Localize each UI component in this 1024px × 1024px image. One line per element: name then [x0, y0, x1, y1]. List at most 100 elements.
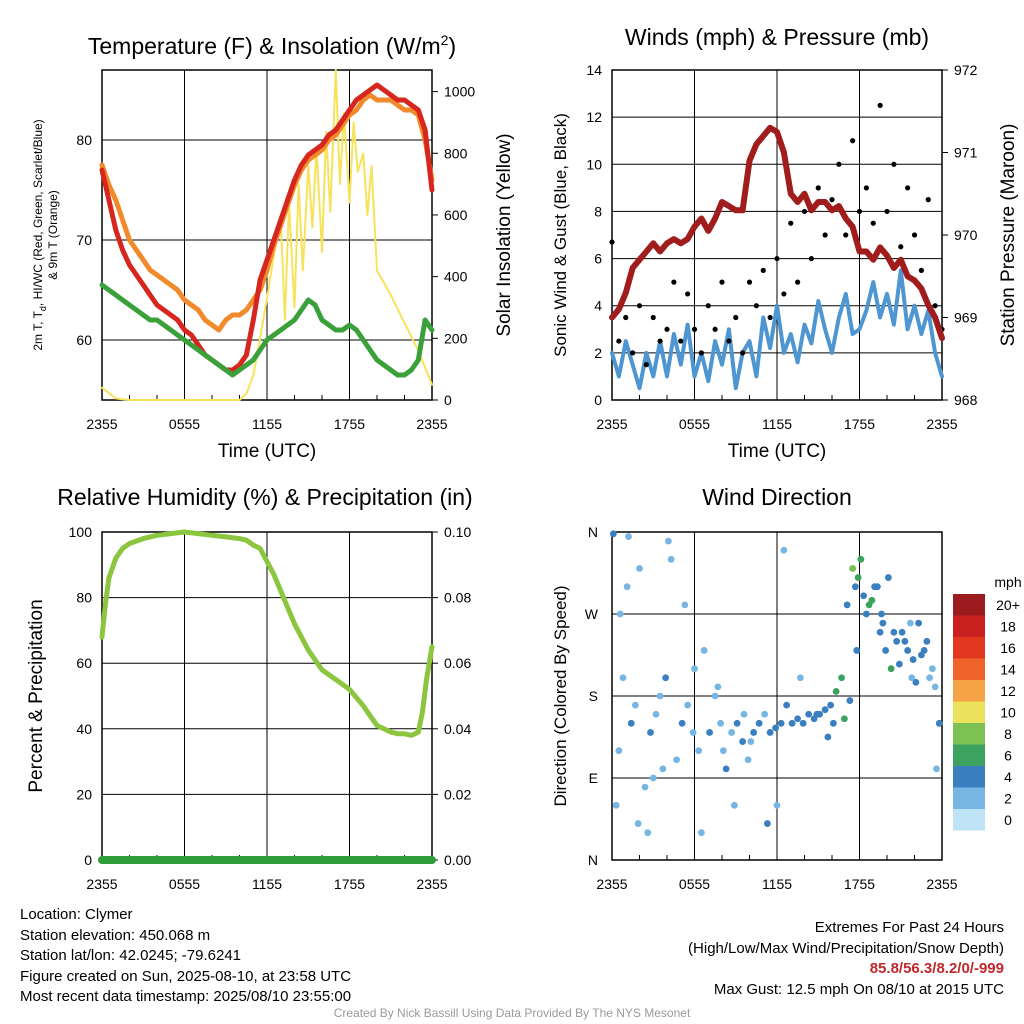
winds-panel: 2355 0555 1155 1755 2355 0 2 4 6 8 10 12 14 968 969 970…	[551, 24, 1019, 462]
gust-point	[740, 350, 746, 356]
gust-point	[932, 303, 938, 309]
direction-point	[882, 647, 890, 654]
direction-point	[873, 583, 881, 591]
gust-point	[760, 267, 766, 273]
y-right-tick-label: 0.04	[444, 721, 471, 737]
direction-point	[612, 801, 620, 809]
direction-point	[890, 628, 898, 636]
y-tick-label: 40	[76, 721, 92, 737]
direction-point	[636, 565, 643, 572]
gust-point	[918, 267, 924, 273]
x-tick-label: 2355	[86, 876, 117, 892]
gust-point	[870, 220, 876, 226]
direction-tick-label: S	[589, 688, 598, 704]
y-right-tick-label: 200	[444, 330, 468, 346]
direction-point	[928, 665, 936, 673]
sonic-wind-line	[610, 268, 944, 391]
humidity-line	[99, 529, 435, 738]
direction-point	[649, 774, 657, 782]
direction-point	[832, 688, 840, 695]
y-tick-label: 80	[76, 132, 92, 148]
direction-point	[740, 710, 748, 718]
direction-point	[625, 533, 632, 540]
gust-point	[712, 326, 718, 332]
gust-point	[643, 362, 649, 368]
direction-point	[691, 665, 698, 673]
direction-point	[667, 555, 675, 563]
x-tick-label: 1755	[334, 416, 365, 432]
gust-point	[657, 338, 663, 344]
gust-point	[815, 185, 821, 191]
y-tick-label: 20	[76, 786, 92, 802]
direction-point	[935, 719, 943, 727]
direction-point	[895, 660, 903, 668]
chart-title-2: Winds (mph) & Pressure (mb)	[625, 24, 929, 50]
credit-text: Created By Nick Bassill Using Data Provi…	[333, 1006, 691, 1020]
direction-point	[678, 719, 686, 727]
x-tick-label: 0555	[679, 416, 710, 432]
gust-point	[753, 303, 759, 309]
direction-point	[799, 719, 807, 727]
title-end: )	[448, 33, 456, 59]
gust-point	[616, 338, 622, 344]
colorbar-swatch	[953, 658, 985, 680]
direction-tick-label: E	[589, 770, 598, 786]
direction-point	[926, 674, 934, 682]
y-tick-label: 2	[594, 345, 602, 361]
direction-point	[821, 706, 829, 714]
station-info: Location: Clymer Station elevation: 450.…	[20, 905, 351, 1008]
gust-point	[705, 303, 711, 309]
direction-point	[878, 610, 885, 618]
gust-point	[774, 255, 780, 262]
y-tick-label: 0	[594, 392, 602, 408]
colorbar-unit: mph	[994, 574, 1021, 590]
direction-point	[917, 651, 925, 659]
gust-point	[884, 208, 890, 215]
insolation-line	[101, 69, 433, 401]
x-tick-label: 1155	[252, 416, 282, 432]
title-main: Temperature (F) & Insolation (W/m	[88, 33, 441, 59]
x-tick-label: 0555	[169, 416, 200, 432]
extremes-legend: (High/Low/Max Wind/Precipitation/Snow De…	[688, 939, 1004, 957]
x-axis-label-1: Time (UTC)	[218, 441, 317, 462]
created-text: Figure created on Sun, 2025-08-10, at 23…	[20, 967, 352, 985]
direction-point	[652, 710, 660, 718]
direction-point	[728, 729, 736, 736]
y-right-tick-label: 972	[954, 62, 978, 78]
y-label-subscript: d	[38, 306, 48, 311]
gust-point	[836, 161, 842, 167]
y-right-tick-label: 0.10	[444, 524, 471, 540]
gust-point	[678, 338, 684, 344]
dewpoint-line	[99, 282, 435, 378]
gust-point	[698, 350, 704, 356]
direction-point	[744, 756, 752, 764]
direction-point	[901, 637, 909, 645]
gust-point	[691, 326, 698, 332]
extremes-info: Extremes For Past 24 Hours (High/Low/Max…	[688, 918, 1004, 1000]
colorbar-label: 12	[1000, 683, 1016, 699]
direction-point	[931, 683, 939, 691]
y-label-part: , HI/WC (Red, Green, Scarlet/Blue)	[31, 119, 45, 306]
gust-point	[850, 138, 856, 144]
direction-point	[824, 733, 832, 741]
x-tick-label: 2355	[926, 416, 957, 432]
colorbar-label: 18	[1000, 619, 1016, 635]
direction-point	[631, 701, 639, 709]
direction-point	[755, 719, 763, 727]
gust-point	[623, 314, 629, 321]
direction-point	[796, 674, 804, 682]
direction-point	[719, 747, 727, 755]
chart-title-4: Wind Direction	[702, 484, 852, 510]
colorbar-swatch	[953, 615, 985, 637]
direction-point	[879, 619, 887, 627]
direction-point	[912, 678, 920, 686]
title-superscript: 2	[441, 32, 449, 48]
gust-point	[898, 244, 904, 250]
direction-point	[853, 647, 861, 654]
direction-point	[664, 537, 672, 545]
gust-point	[843, 232, 849, 238]
direction-point	[783, 701, 791, 709]
gust-point	[856, 208, 863, 215]
direction-tick-label: W	[585, 606, 599, 622]
y-right-tick-label: 971	[954, 145, 978, 161]
